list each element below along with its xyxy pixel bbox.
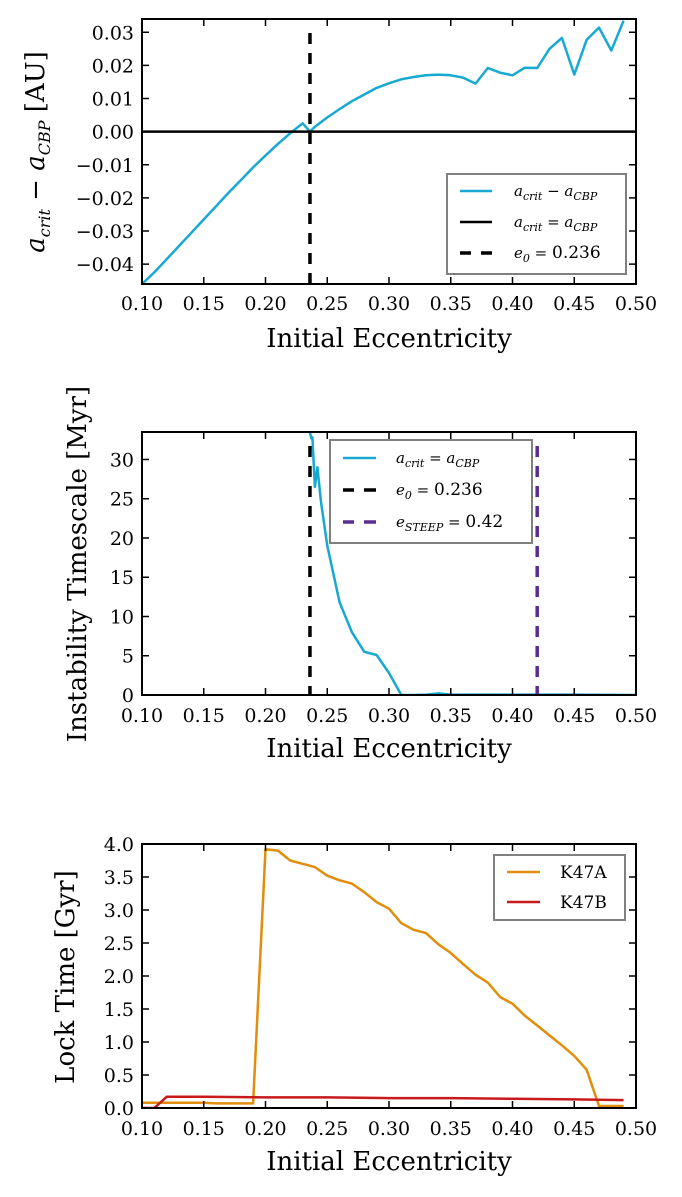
x-tick-label: 0.35 [430,293,472,315]
y-tick-label: 15 [110,567,134,589]
panel-3-marks [142,848,624,1108]
y-tick-label: 20 [110,528,134,550]
x-tick-label: 0.25 [306,1118,348,1140]
y-tick-label: 2.0 [104,966,134,988]
panel-1-xlabel: Initial Eccentricity [266,324,512,354]
y-tick-label: 4.0 [104,834,134,856]
x-tick-label: 0.35 [430,705,472,727]
y-tick-label: −0.02 [76,188,134,210]
x-tick-label: 0.50 [615,293,657,315]
series-line-1 [142,848,624,1108]
y-tick-label: 3.5 [104,867,134,889]
legend-3-entry-2: K47B [560,893,607,913]
panel-1-ticks: 0.10 0.15 0.20 0.25 0.30 0.35 0.40 0.45 0.50 0.03… [76,19,657,315]
panel-3-ylabel: Lock Time [Gyr] [51,870,81,1084]
x-tick-label: 0.45 [553,705,595,727]
y-tick-label: 0.00 [92,122,134,144]
y-tick-label: −0.04 [76,254,134,276]
y-tick-label: 0 [122,685,134,707]
x-tick-label: 0.10 [121,705,163,727]
y-tick-label: 25 [110,489,134,511]
legend-1-entry-3: e0 = 0.236 [514,243,601,265]
y-tick-label: 0.03 [92,22,134,44]
legend-2-entry-3: eSTEEP = 0.42 [396,512,503,534]
x-tick-label: 0.30 [368,705,410,727]
x-tick-label: 0.20 [244,1118,286,1140]
legend-2-entry-2: e0 = 0.236 [396,480,483,502]
series-line-2 [142,1095,624,1108]
legend-3-entry-1: K47A [560,863,607,883]
panel-2-ylabel: Instability Timescale [Myr] [63,386,93,742]
panel-3-legend: K47A K47B [493,854,626,921]
panel-3-ticks: 0.10 0.15 0.20 0.25 0.30 0.35 0.40 0.45 0.50 4.0 3… [104,834,657,1140]
x-tick-label: 0.35 [430,1118,472,1140]
panel-2-xlabel: Initial Eccentricity [266,734,512,764]
x-tick-label: 0.30 [368,293,410,315]
x-tick-label: 0.20 [244,293,286,315]
x-tick-label: 0.45 [553,1118,595,1140]
panel-2: 0.10 0.15 0.20 0.25 0.30 0.35 0.40 0.45 0.50 30 25… [63,386,657,764]
series-line-1 [142,20,625,284]
x-tick-label: 0.15 [183,705,225,727]
y-tick-label: 1.5 [104,999,134,1021]
panel-3-xlabel: Initial Eccentricity [266,1147,512,1177]
x-tick-label: 0.25 [306,293,348,315]
x-tick-label: 0.15 [183,293,225,315]
x-tick-label: 0.10 [121,1118,163,1140]
legend-1-entry-1: acrit − aCBP [514,182,598,203]
y-tick-label: 2.5 [104,933,134,955]
y-tick-label: 10 [110,606,134,628]
x-tick-label: 0.20 [244,705,286,727]
x-tick-label: 0.40 [491,705,533,727]
legend-2-entry-1: acrit = aCBP [396,449,480,470]
y-tick-label: 1.0 [104,1032,134,1054]
panel-1-ylabel: acrit − aCBP [AU] [21,51,54,253]
x-tick-label: 0.30 [368,1118,410,1140]
x-tick-label: 0.50 [615,705,657,727]
y-tick-label: −0.03 [76,221,134,243]
y-tick-label: −0.01 [76,155,134,177]
panel-1-legend: acrit − aCBP acrit = aCBP e0 = 0.236 [446,173,627,275]
legend-1-entry-2: acrit = aCBP [514,213,598,234]
panel-2-legend: acrit = aCBP e0 = 0.236 eSTEEP = 0.42 [329,439,533,544]
y-tick-label: 0.01 [92,89,134,111]
x-tick-label: 0.40 [491,293,533,315]
panel-2-ticks: 0.10 0.15 0.20 0.25 0.30 0.35 0.40 0.45 0.50 30 25… [110,432,657,727]
panel-1: 0.10 0.15 0.20 0.25 0.30 0.35 0.40 0.45 0.50 0.03… [21,18,657,354]
y-tick-label: 0.5 [104,1065,134,1087]
x-tick-label: 0.45 [553,293,595,315]
y-tick-label: 30 [110,449,134,471]
y-tick-label: 0.0 [104,1098,134,1120]
x-tick-label: 0.10 [121,293,163,315]
x-tick-label: 0.15 [183,1118,225,1140]
y-tick-label: 5 [122,646,134,668]
panel-3: 0.10 0.15 0.20 0.25 0.30 0.35 0.40 0.45 0.50 4.0 3… [51,834,657,1177]
x-tick-label: 0.25 [306,705,348,727]
x-tick-label: 0.50 [615,1118,657,1140]
y-tick-label: 3.0 [104,900,134,922]
panel-1-marks [142,20,636,284]
x-tick-label: 0.40 [491,1118,533,1140]
y-tick-label: 0.02 [92,55,134,77]
